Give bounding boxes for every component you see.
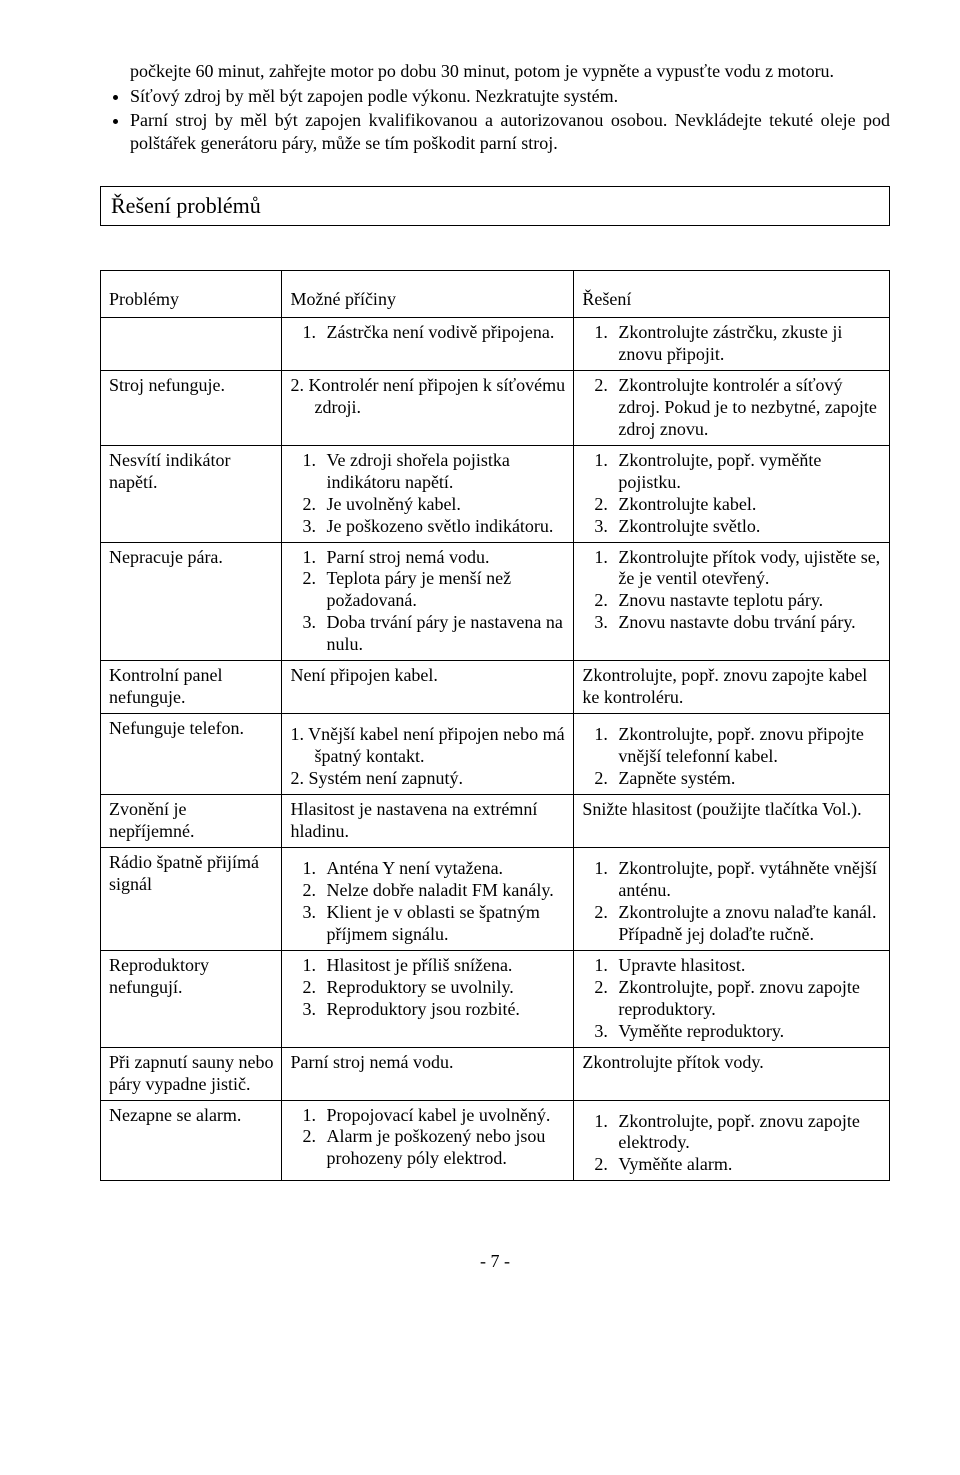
problem-cell: Při zapnutí sauny nebo páry vypadne jist… [101, 1047, 282, 1100]
solution-cell: Zkontrolujte zástrčku, zkuste ji znovu p… [574, 317, 890, 370]
problem-cell [101, 317, 282, 370]
list-item: Nelze dobře naladit FM kanály. [320, 880, 567, 902]
troubleshooting-table: ProblémyMožné příčinyŘešeníZástrčka není… [100, 270, 890, 1181]
list-item: Zkontrolujte kabel. [612, 494, 883, 516]
list-item: Propojovací kabel je uvolněný. [320, 1105, 567, 1127]
solution-cell: Zkontrolujte, popř. znovu zapojte elektr… [574, 1100, 890, 1181]
list-item: Anténa Y není vytažena. [320, 858, 567, 880]
intro-bullets: Síťový zdroj by měl být zapojen podle vý… [100, 85, 890, 155]
table-row: Reproduktory nefungují.Hlasitost je příl… [101, 950, 890, 1047]
table-row: Nepracuje pára.Parní stroj nemá vodu.Tep… [101, 542, 890, 661]
list-item: Upravte hlasitost. [612, 955, 883, 977]
list-item: Reproduktory jsou rozbité. [320, 999, 567, 1021]
table-row: Při zapnutí sauny nebo páry vypadne jist… [101, 1047, 890, 1100]
table-row: Nezapne se alarm.Propojovací kabel je uv… [101, 1100, 890, 1181]
table-header-problems: Problémy [101, 271, 282, 318]
cause-cell: Anténa Y není vytažena.Nelze dobře nalad… [282, 847, 574, 950]
intro-line: počkejte 60 minut, zahřejte motor po dob… [100, 60, 890, 83]
list-item: Zkontrolujte přítok vody, ujistěte se, ž… [612, 547, 883, 591]
table-row: Nesvítí indikátor napětí. Ve zdroji shoře… [101, 445, 890, 542]
cause-cell: Parní stroj nemá vodu.Teplota páry je me… [282, 542, 574, 661]
list-item: Vyměňte reproduktory. [612, 1021, 883, 1043]
solution-cell: Upravte hlasitost.Zkontrolujte, popř. zn… [574, 950, 890, 1047]
list-item: Zkontrolujte světlo. [612, 516, 883, 538]
solution-cell: Zkontrolujte kontrolér a síťový zdroj. P… [574, 370, 890, 445]
cause-cell: Propojovací kabel je uvolněný.Alarm je p… [282, 1100, 574, 1181]
table-row: Stroj nefunguje.2. Kontrolér není připoj… [101, 370, 890, 445]
table-header-causes: Možné příčiny [282, 271, 574, 318]
table-row: Rádio špatně přijímá signálAnténa Y není… [101, 847, 890, 950]
solution-cell: Zkontrolujte, popř. znovu zapojte kabel … [574, 661, 890, 714]
problem-cell: Nepracuje pára. [101, 542, 282, 661]
problem-cell: Reproduktory nefungují. [101, 950, 282, 1047]
problem-cell: Rádio špatně přijímá signál [101, 847, 282, 950]
list-item: Zkontrolujte zástrčku, zkuste ji znovu p… [612, 322, 883, 366]
solution-cell: Zkontrolujte, popř. znovu připojte vnějš… [574, 714, 890, 795]
page-number: - 7 - [100, 1251, 890, 1272]
solution-cell: Zkontrolujte přítok vody. [574, 1047, 890, 1100]
list-item: Zkontrolujte a znovu nalaďte kanál. Příp… [612, 902, 883, 946]
list-item: Vyměňte alarm. [612, 1154, 883, 1176]
list-item: Zkontrolujte kontrolér a síťový zdroj. P… [612, 375, 883, 441]
list-item: Zapněte systém. [612, 768, 883, 790]
solution-cell: Zkontrolujte, popř. vytáhněte vnější ant… [574, 847, 890, 950]
cause-cell: Zástrčka není vodivě připojena. [282, 317, 574, 370]
problem-cell: Nesvítí indikátor napětí. [101, 445, 282, 542]
list-item: Znovu nastavte teplotu páry. [612, 590, 883, 612]
list-item: Zkontrolujte, popř. znovu připojte vnějš… [612, 724, 883, 768]
list-item: 2. Kontrolér není připojen k síťovému zd… [290, 375, 567, 419]
list-item: Zkontrolujte, popř. znovu zapojte elektr… [612, 1111, 883, 1155]
list-item: Klient je v oblasti se špatným příjmem s… [320, 902, 567, 946]
problem-cell: Nefunguje telefon. [101, 714, 282, 795]
cause-cell: Parní stroj nemá vodu. [282, 1047, 574, 1100]
table-row: Zástrčka není vodivě připojena. Zkontrolu… [101, 317, 890, 370]
section-heading-box: Řešení problémů [100, 186, 890, 226]
problem-cell: Kontrolní panel nefunguje. [101, 661, 282, 714]
list-item: Hlasitost je příliš snížena. [320, 955, 567, 977]
list-item: Zkontrolujte, popř. vyměňte pojistku. [612, 450, 883, 494]
list-item: Zkontrolujte, popř. znovu zapojte reprod… [612, 977, 883, 1021]
cause-cell: 2. Kontrolér není připojen k síťovému zd… [282, 370, 574, 445]
list-item: Je uvolněný kabel. [320, 494, 567, 516]
list-item: Reproduktory se uvolnily. [320, 977, 567, 999]
section-heading: Řešení problémů [111, 193, 261, 218]
table-header-solutions: Řešení [574, 271, 890, 318]
cause-cell: 1. Vnější kabel není připojen nebo má šp… [282, 714, 574, 795]
list-item: Parní stroj nemá vodu. [320, 547, 567, 569]
solution-cell: Zkontrolujte přítok vody, ujistěte se, ž… [574, 542, 890, 661]
list-item: Doba trvání páry je nastavena na nulu. [320, 612, 567, 656]
table-row: Zvonění je nepříjemné.Hlasitost je nasta… [101, 795, 890, 848]
intro-paragraph: počkejte 60 minut, zahřejte motor po dob… [100, 60, 890, 154]
problem-cell: Zvonění je nepříjemné. [101, 795, 282, 848]
intro-bullet: Síťový zdroj by měl být zapojen podle vý… [130, 85, 890, 108]
table-row: Kontrolní panel nefunguje.Není připojen … [101, 661, 890, 714]
table-row: Nefunguje telefon.1. Vnější kabel není p… [101, 714, 890, 795]
list-item: Znovu nastavte dobu trvání páry. [612, 612, 883, 634]
cause-cell: Hlasitost je příliš snížena.Reproduktory… [282, 950, 574, 1047]
list-item: Teplota páry je menší než požadovaná. [320, 568, 567, 612]
solution-cell: Snižte hlasitost (použijte tlačítka Vol.… [574, 795, 890, 848]
cause-cell: Není připojen kabel. [282, 661, 574, 714]
list-item: Alarm je poškozený nebo jsou prohozeny p… [320, 1126, 567, 1170]
list-item: 1. Vnější kabel není připojen nebo má šp… [290, 724, 567, 768]
list-item: Ve zdroji shořela pojistka indikátoru na… [320, 450, 567, 494]
intro-bullet: Parní stroj by měl být zapojen kvalifiko… [130, 109, 890, 154]
problem-cell: Nezapne se alarm. [101, 1100, 282, 1181]
solution-cell: Zkontrolujte, popř. vyměňte pojistku.Zko… [574, 445, 890, 542]
list-item: Zástrčka není vodivě připojena. [320, 322, 567, 344]
cause-cell: Hlasitost je nastavena na extrémní hladi… [282, 795, 574, 848]
problem-cell: Stroj nefunguje. [101, 370, 282, 445]
list-item: Je poškozeno světlo indikátoru. [320, 516, 567, 538]
list-item: 2. Systém není zapnutý. [290, 768, 567, 790]
cause-cell: Ve zdroji shořela pojistka indikátoru na… [282, 445, 574, 542]
list-item: Zkontrolujte, popř. vytáhněte vnější ant… [612, 858, 883, 902]
